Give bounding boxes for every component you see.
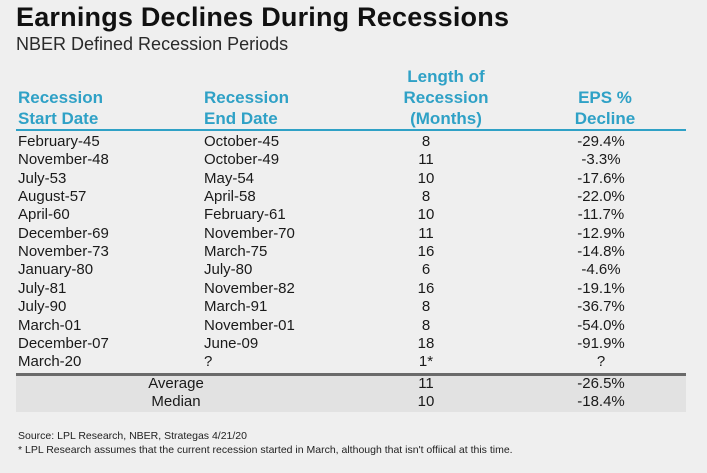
header-end-date: Recession End Date [204, 87, 289, 129]
header-end-line1: Recession [204, 88, 290, 107]
summary-label: Median [151, 393, 201, 410]
page-subtitle: NBER Defined Recession Periods [16, 34, 289, 54]
header-length-line1: Length of [407, 67, 485, 86]
length-cell: 8 [421, 188, 431, 206]
eps-decline-cell: -3.3% [581, 151, 621, 169]
eps-decline-cell: -91.9% [577, 334, 625, 352]
end-date-cell: November-82 [204, 279, 295, 297]
start-date-cell: January-80 [18, 261, 94, 279]
start-date-cell: November-73 [18, 243, 109, 261]
header-length-line2: Recession [403, 88, 489, 107]
eps-decline-cell: -14.8% [577, 243, 625, 261]
end-date-cell: July-80 [204, 261, 253, 279]
table-row: February-45 October-45 8 -29.4% [16, 133, 686, 152]
length-cell: 18 [417, 334, 435, 352]
footnote-text: * LPL Research assumes that the current … [18, 444, 513, 456]
summary-label: Average [148, 375, 204, 392]
summary-eps: -18.4% [577, 393, 625, 410]
eps-decline-cell: -4.6% [581, 261, 621, 279]
source-note: Source: LPL Research, NBER, Strategas 4/… [18, 430, 247, 442]
table-row: July-90 March-91 8 -36.7% [16, 298, 686, 317]
summary-length: 11 [418, 375, 434, 392]
end-date-cell: ? [204, 353, 213, 371]
start-date-cell: July-53 [18, 169, 67, 187]
eps-decline-cell: -36.7% [577, 298, 625, 316]
end-date-cell: February-61 [204, 206, 286, 224]
length-cell: 10 [417, 169, 435, 187]
end-date-cell: March-91 [204, 298, 268, 316]
summary-length: 10 [417, 393, 435, 410]
end-date-cell: June-09 [204, 334, 259, 352]
table-row: January-80 July-80 6 -4.6% [16, 261, 686, 280]
summary-row: Median 10 -18.4% [16, 393, 686, 412]
header-length-line3: (Months) [410, 109, 482, 128]
eps-decline-cell: -54.0% [577, 316, 625, 334]
start-date-cell: March-01 [18, 316, 82, 334]
start-date-cell: February-45 [18, 133, 100, 150]
header-end-line2: End Date [204, 109, 278, 128]
eps-decline-cell: -12.9% [577, 224, 625, 242]
table-row: July-81 November-82 16 -19.1% [16, 280, 686, 299]
page-title: Earnings Declines During Recessions [16, 2, 510, 32]
start-date-cell: July-81 [18, 279, 67, 297]
header-start-line2: Start Date [18, 109, 99, 128]
eps-decline-cell: -29.4% [577, 133, 625, 150]
eps-decline-cell: -22.0% [577, 188, 625, 206]
header-eps-line1: EPS % [578, 88, 632, 107]
length-cell: 8 [421, 133, 431, 150]
header-eps-line2: Decline [574, 109, 636, 128]
table-row: July-53 May-54 10 -17.6% [16, 170, 686, 189]
start-date-cell: July-90 [18, 298, 67, 316]
start-date-cell: December-69 [18, 224, 109, 242]
length-cell: 10 [417, 206, 435, 224]
start-date-cell: April-60 [18, 206, 70, 224]
length-cell: 6 [421, 261, 431, 279]
start-date-cell: November-48 [18, 151, 109, 169]
end-date-cell: April-58 [204, 188, 256, 206]
length-cell: 16 [417, 279, 435, 297]
summary-row: Average 11 -26.5% [16, 375, 686, 394]
eps-decline-cell: -11.7% [577, 206, 625, 224]
header-eps-decline: EPS % Decline [545, 87, 665, 129]
end-date-cell: November-70 [204, 224, 295, 242]
end-date-cell: May-54 [204, 169, 255, 187]
end-date-cell: March-75 [204, 243, 268, 261]
table-row: November-48 October-49 11 -3.3% [16, 151, 686, 170]
eps-decline-cell: ? [596, 353, 606, 371]
start-date-cell: August-57 [18, 188, 87, 206]
length-cell: 8 [421, 316, 431, 334]
header-start-date: Recession Start Date [18, 87, 103, 129]
summary-shade [16, 376, 686, 412]
length-cell: 11 [418, 224, 434, 242]
header-length: Length of Recession (Months) [376, 66, 516, 129]
eps-decline-cell: -19.1% [577, 279, 625, 297]
header-divider [16, 129, 686, 131]
length-cell: 16 [417, 243, 435, 261]
length-cell: 1* [418, 353, 434, 371]
table-row: December-07 June-09 18 -91.9% [16, 335, 686, 354]
start-date-cell: December-07 [18, 334, 109, 352]
end-date-cell: October-49 [204, 151, 280, 169]
table-row: August-57 April-58 8 -22.0% [16, 188, 686, 207]
start-date-cell: March-20 [18, 353, 82, 371]
summary-eps: -26.5% [577, 375, 625, 392]
eps-decline-cell: -17.6% [577, 169, 625, 187]
end-date-cell: October-45 [204, 133, 280, 150]
summary-divider [16, 373, 686, 376]
table-row: April-60 February-61 10 -11.7% [16, 206, 686, 225]
table-row: December-69 November-70 11 -12.9% [16, 225, 686, 244]
table-row: November-73 March-75 16 -14.8% [16, 243, 686, 262]
header-start-line1: Recession [18, 88, 104, 107]
length-cell: 8 [421, 298, 431, 316]
table-row: March-20? 1*? [16, 353, 686, 372]
table-row: March-01 November-01 8 -54.0% [16, 317, 686, 336]
end-date-cell: November-01 [204, 316, 295, 334]
length-cell: 11 [418, 151, 434, 169]
